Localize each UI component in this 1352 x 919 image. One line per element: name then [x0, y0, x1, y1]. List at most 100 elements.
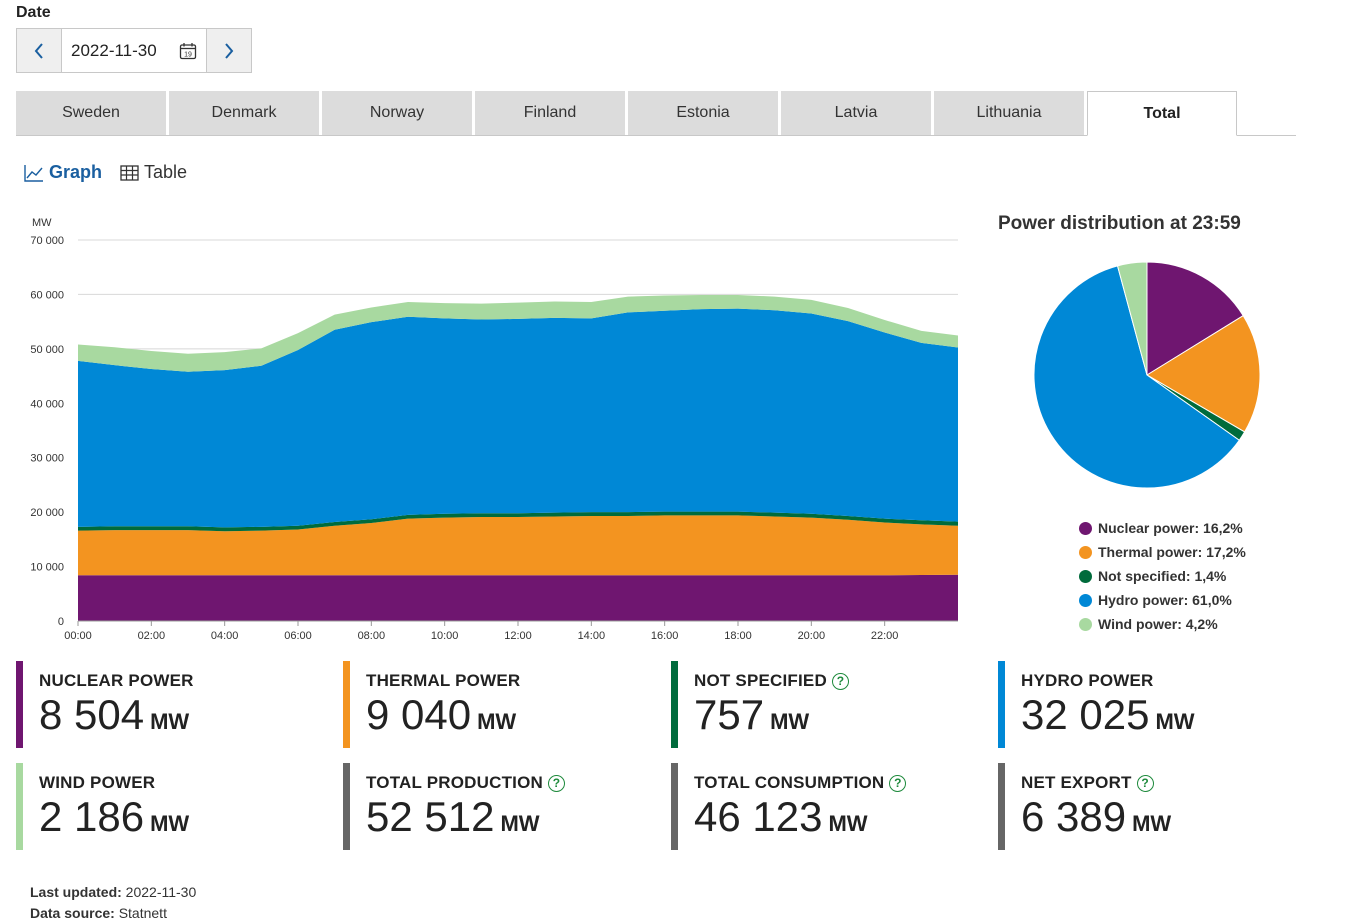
last-updated-value: 2022-11-30 — [125, 884, 197, 900]
tab-total[interactable]: Total — [1087, 91, 1237, 136]
x-tick-label: 14:00 — [578, 630, 606, 642]
stat-total-production: TOTAL PRODUCTION? 52 512 MW — [343, 763, 643, 850]
data-source-label: Data source: — [30, 905, 115, 919]
view-toggle: Graph Table — [24, 162, 187, 183]
data-source-value: Statnett — [118, 905, 167, 919]
stat-unit: MW — [150, 811, 190, 836]
legend-item-thermal[interactable]: Thermal power: 17,2% — [1079, 540, 1246, 564]
stat-label: WIND POWER — [39, 773, 156, 792]
stat-value: 32 025 — [1021, 691, 1150, 738]
x-tick-label: 02:00 — [138, 630, 166, 642]
stat-unit: MW — [500, 811, 540, 836]
legend-item-wind[interactable]: Wind power: 4,2% — [1079, 612, 1246, 636]
legend-dot — [1079, 521, 1092, 535]
x-tick-label: 06:00 — [284, 630, 312, 642]
tab-sweden[interactable]: Sweden — [16, 91, 166, 135]
y-tick-label: 20 000 — [30, 507, 64, 519]
stat-unit: MW — [770, 709, 810, 734]
area-series-nuclear-power — [78, 574, 958, 621]
stat-wind-power: WIND POWER 2 186 MW — [16, 763, 316, 850]
production-area-chart: 0 10 000 20 000 30 000 40 000 50 000 60 000 70 … — [0, 205, 970, 655]
pie-chart-svg — [1033, 261, 1261, 489]
help-icon[interactable]: ? — [831, 672, 849, 690]
stat-label: TOTAL CONSUMPTION — [694, 773, 885, 792]
chevron-right-icon — [225, 42, 234, 59]
legend-item-not-specified[interactable]: Not specified: 1,4% — [1079, 564, 1246, 588]
tab-finland[interactable]: Finland — [475, 91, 625, 135]
help-icon[interactable]: ? — [547, 774, 565, 792]
stat-thermal-power: THERMAL POWER 9 040 MW — [343, 661, 643, 748]
line-chart-icon — [24, 164, 43, 182]
tab-latvia[interactable]: Latvia — [781, 91, 931, 135]
area-chart-svg: 0 10 000 20 000 30 000 40 000 50 000 60 000 70 … — [30, 217, 958, 642]
legend-label: Thermal power: 17,2% — [1098, 544, 1246, 560]
country-tabs: Sweden Denmark Norway Finland Estonia La… — [16, 91, 1296, 136]
stat-value: 9 040 — [366, 691, 472, 738]
chevron-left-icon — [34, 42, 43, 59]
legend-label: Wind power: 4,2% — [1098, 616, 1218, 632]
pie-slice-hydro-power — [1033, 265, 1240, 489]
x-tick-label: 22:00 — [871, 630, 899, 642]
help-icon[interactable]: ? — [889, 774, 907, 792]
pie-title: Power distribution at 23:59 — [998, 213, 1241, 234]
area-series-thermal-power — [78, 515, 958, 576]
tab-lithuania[interactable]: Lithuania — [934, 91, 1084, 135]
y-tick-label: 30 000 — [30, 453, 64, 465]
stat-unit: MW — [1132, 811, 1172, 836]
stat-value: 52 512 — [366, 793, 495, 840]
area-series-not-specified — [78, 511, 958, 532]
stat-not-specified: NOT SPECIFIED? 757 MW — [671, 661, 971, 748]
stat-nuclear-power: NUCLEAR POWER 8 504 MW — [16, 661, 316, 748]
data-source: Data source: Statnett — [30, 903, 196, 919]
area-series-wind-power — [78, 294, 958, 372]
next-day-button[interactable] — [206, 29, 251, 72]
legend-dot — [1079, 545, 1092, 559]
stat-unit: MW — [1155, 709, 1195, 734]
help-icon[interactable]: ? — [1136, 774, 1154, 792]
stat-net-export: NET EXPORT? 6 389 MW — [998, 763, 1298, 850]
legend-label: Nuclear power: 16,2% — [1098, 520, 1243, 536]
legend-label: Hydro power: 61,0% — [1098, 592, 1232, 608]
graph-view-button[interactable]: Graph — [24, 162, 102, 183]
table-icon — [120, 164, 139, 181]
footer: Last updated: 2022-11-30 Data source: St… — [30, 882, 196, 919]
legend-dot — [1079, 569, 1092, 583]
legend-item-nuclear[interactable]: Nuclear power: 16,2% — [1079, 516, 1246, 540]
tab-denmark[interactable]: Denmark — [169, 91, 319, 135]
area-series-hydro-power — [78, 308, 958, 528]
date-input[interactable]: 2022-11-30 19 — [62, 29, 206, 72]
tab-norway[interactable]: Norway — [322, 91, 472, 135]
distribution-pie-chart — [1030, 258, 1264, 492]
x-tick-label: 10:00 — [431, 630, 459, 642]
x-tick-label: 08:00 — [358, 630, 386, 642]
pie-legend: Nuclear power: 16,2% Thermal power: 17,2… — [1079, 516, 1246, 636]
y-tick-label: 10 000 — [30, 562, 64, 574]
stat-value: 757 — [694, 691, 765, 738]
previous-day-button[interactable] — [17, 29, 62, 72]
legend-item-hydro[interactable]: Hydro power: 61,0% — [1079, 588, 1246, 612]
y-tick-label: 60 000 — [30, 289, 64, 301]
legend-label: Not specified: 1,4% — [1098, 568, 1227, 584]
stat-label: NUCLEAR POWER — [39, 671, 194, 690]
date-picker: 2022-11-30 19 — [16, 28, 252, 73]
calendar-day: 19 — [184, 51, 192, 58]
legend-dot — [1079, 617, 1092, 631]
x-tick-label: 20:00 — [798, 630, 826, 642]
y-axis-unit: MW — [32, 217, 52, 229]
last-updated-label: Last updated: — [30, 884, 122, 900]
graph-view-label: Graph — [49, 162, 103, 182]
stat-label: THERMAL POWER — [366, 671, 521, 690]
x-tick-label: 12:00 — [504, 630, 532, 642]
calendar-icon[interactable]: 19 — [179, 42, 197, 60]
date-value: 2022-11-30 — [71, 40, 157, 60]
stat-label: NET EXPORT — [1021, 773, 1132, 792]
stat-value: 8 504 — [39, 691, 145, 738]
stat-hydro-power: HYDRO POWER 32 025 MW — [998, 661, 1298, 748]
x-tick-label: 18:00 — [724, 630, 752, 642]
table-view-button[interactable]: Table — [120, 162, 187, 183]
stat-label: TOTAL PRODUCTION — [366, 773, 543, 792]
pie-slice-nuclear-power — [1146, 261, 1244, 376]
stat-unit: MW — [828, 811, 868, 836]
tab-estonia[interactable]: Estonia — [628, 91, 778, 135]
pie-slice-thermal-power — [1146, 314, 1261, 433]
